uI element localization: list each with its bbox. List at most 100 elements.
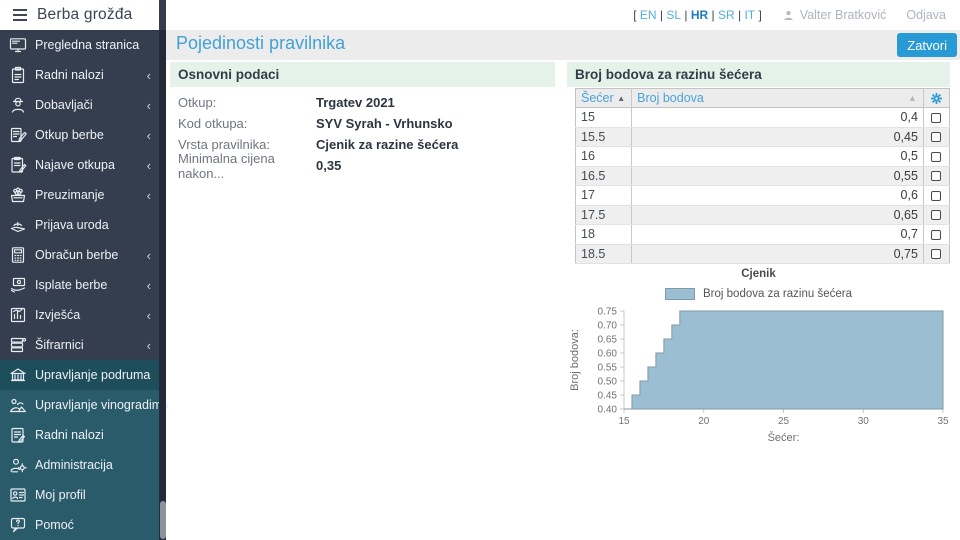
sidebar-item-obra-un-berbe[interactable]: Obračun berbe ‹ <box>0 240 166 270</box>
field-value: SYV Syrah - Vrhunsko <box>316 116 453 131</box>
logout-link[interactable]: Odjava <box>906 8 946 22</box>
field-label: Otkup: <box>178 95 217 110</box>
price-chart: Cjenik Broj bodova za razinu šećera 0.40… <box>567 268 950 445</box>
row-select-checkbox[interactable] <box>931 171 942 182</box>
grapes-crate-icon <box>5 183 31 207</box>
field-row: Vrsta pravilnika: Cjenik za razine šećera <box>178 134 548 155</box>
sidebar-item-isplate-berbe[interactable]: Isplate berbe ‹ <box>0 270 166 300</box>
basic-info-header: Osnovni podaci <box>170 62 555 87</box>
svg-text:0.75: 0.75 <box>598 307 618 318</box>
sidebar-item-label: Isplate berbe <box>35 278 108 292</box>
sugar-cell: 18.5 <box>575 244 633 264</box>
svg-text:0.60: 0.60 <box>598 349 618 360</box>
sidebar-item-label: Pomoć <box>35 518 74 532</box>
sidebar-item-pomo-[interactable]: Pomoć <box>0 510 166 540</box>
row-select-checkbox[interactable] <box>931 151 942 162</box>
sidebar-item-upravljanje-podruma[interactable]: Upravljanje podruma <box>0 360 166 390</box>
page-title: Pojedinosti pravilnika <box>176 33 346 53</box>
sugar-cell: 17.5 <box>575 205 633 225</box>
svg-text:Šećer:: Šećer: <box>768 431 800 444</box>
sidebar: Berba grožđa Pregledna stranica Radni nal… <box>0 0 170 540</box>
sugar-cell: 17 <box>575 185 633 206</box>
sidebar-item-label: Upravljanje vinogradima <box>35 398 170 412</box>
chevron-collapsed-icon: ‹ <box>146 277 151 293</box>
points-cell: 0,6 <box>631 185 924 206</box>
vineyard-icon <box>5 393 31 417</box>
chevron-collapsed-icon: ‹ <box>146 157 151 173</box>
sidebar-scrollbar-thumb[interactable] <box>159 501 166 539</box>
language-link-sr[interactable]: SR <box>717 8 735 22</box>
sidebar-item-label: Prijava uroda <box>35 218 109 232</box>
points-cell: 0,75 <box>631 244 924 264</box>
report-icon <box>5 303 31 327</box>
sidebar-item-radni-nalozi[interactable]: Radni nalozi <box>0 420 166 450</box>
sidebar-scrollbar[interactable] <box>159 30 166 540</box>
chevron-collapsed-icon: ‹ <box>146 67 151 83</box>
field-label: Kod otkupa: <box>178 116 248 131</box>
row-select-checkbox[interactable] <box>931 132 942 143</box>
svg-text:35: 35 <box>937 416 949 427</box>
user-name: Valter Bratković <box>799 8 887 22</box>
sidebar-item-pregledna-stranica[interactable]: Pregledna stranica <box>0 30 166 60</box>
chevron-collapsed-icon: ‹ <box>146 337 151 353</box>
sugar-cell: 16.5 <box>575 166 633 186</box>
chevron-collapsed-icon: ‹ <box>146 187 151 203</box>
user-icon <box>784 10 793 20</box>
sidebar-item-moj-profil[interactable]: Moj profil <box>0 480 166 510</box>
sidebar-item-upravljanje-vinogradima[interactable]: Upravljanje vinogradima <box>0 390 170 420</box>
sidebar-item-dobavlja-i[interactable]: Dobavljači ‹ <box>0 90 166 120</box>
sidebar-item-label: Preuzimanje <box>35 188 105 202</box>
svg-text:25: 25 <box>778 416 790 427</box>
table-row: 17 0,6 <box>575 185 950 206</box>
sort-ascending-icon: ▲ <box>617 93 626 103</box>
language-link-en[interactable]: EN <box>639 8 657 22</box>
clipboard-check-icon <box>5 63 31 87</box>
farmer-icon <box>5 93 31 117</box>
chevron-collapsed-icon: ‹ <box>146 97 151 113</box>
sugar-cell: 15.5 <box>575 127 633 147</box>
sidebar-item-radni-nalozi[interactable]: Radni nalozi ‹ <box>0 60 166 90</box>
svg-text:Broj bodova:: Broj bodova: <box>569 329 581 391</box>
table-settings-button[interactable] <box>923 88 950 108</box>
help-icon <box>5 513 31 537</box>
row-select-checkbox[interactable] <box>931 210 942 221</box>
harvest-hand-icon <box>5 213 31 237</box>
points-cell: 0,5 <box>631 146 924 167</box>
sidebar-item-preuzimanje[interactable]: Preuzimanje ‹ <box>0 180 166 210</box>
row-select-checkbox[interactable] <box>931 190 942 201</box>
sidebar-item-otkup-berbe[interactable]: Otkup berbe ‹ <box>0 120 166 150</box>
column-header-points[interactable]: Broj bodova ▲ <box>631 88 924 108</box>
language-link-it[interactable]: IT <box>744 8 756 22</box>
sidebar-item--ifrarnici[interactable]: Šifrarnici ‹ <box>0 330 166 360</box>
language-link-sl[interactable]: SL <box>666 8 682 22</box>
sidebar-item-prijava-uroda[interactable]: Prijava uroda <box>0 210 166 240</box>
legend-swatch <box>665 288 696 300</box>
calculator-icon <box>5 243 31 267</box>
hamburger-menu-icon[interactable] <box>13 9 27 21</box>
payment-hand-icon <box>5 273 31 297</box>
sugar-cell: 15 <box>575 107 633 128</box>
row-select-checkbox[interactable] <box>931 249 942 260</box>
sidebar-item-izvje-a[interactable]: Izvješća ‹ <box>0 300 166 330</box>
sidebar-item-najave-otkupa[interactable]: Najave otkupa ‹ <box>0 150 166 180</box>
sidebar-item-label: Pregledna stranica <box>35 38 140 52</box>
language-link-hr[interactable]: HR <box>690 8 709 22</box>
svg-text:15: 15 <box>618 416 630 427</box>
admin-gear-icon <box>5 453 31 477</box>
sidebar-menu-bottom: Upravljanje podruma Upravljanje vinogradi… <box>0 360 170 540</box>
svg-text:30: 30 <box>858 416 870 427</box>
sidebar-item-label: Izvješća <box>35 308 81 322</box>
codebook-icon <box>5 333 31 357</box>
gear-icon <box>930 92 943 104</box>
sidebar-item-label: Radni nalozi <box>35 68 104 82</box>
field-value: Trgatev 2021 <box>316 95 395 110</box>
sidebar-item-administracija[interactable]: Administracija <box>0 450 166 480</box>
row-select-checkbox[interactable] <box>931 112 942 123</box>
close-button[interactable]: Zatvori <box>897 33 957 57</box>
table-row: 18.5 0,75 <box>575 244 950 264</box>
sidebar-item-label: Administracija <box>35 458 113 472</box>
sidebar-item-label: Moj profil <box>35 488 86 502</box>
column-header-sugar[interactable]: Šećer ▲ <box>575 88 633 108</box>
row-select-checkbox[interactable] <box>931 229 942 240</box>
pen-document-icon <box>5 123 31 147</box>
